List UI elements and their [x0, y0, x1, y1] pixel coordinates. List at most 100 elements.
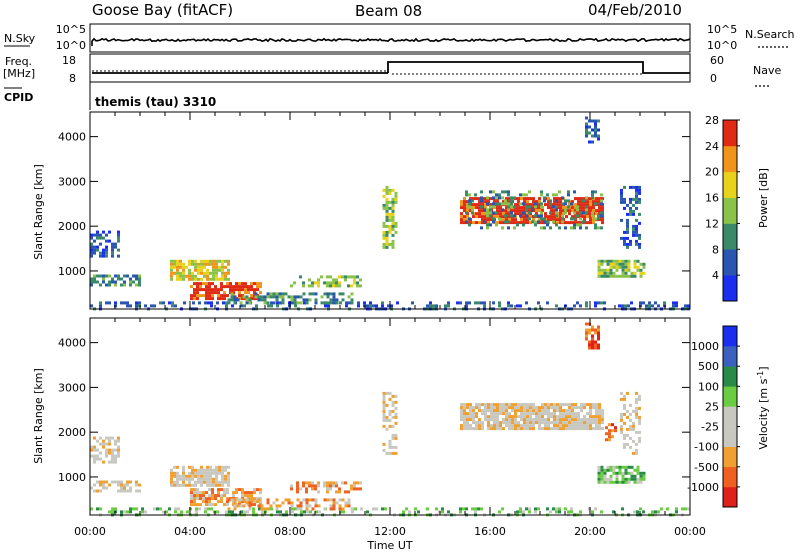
- heatmap-cell: [132, 280, 135, 284]
- heatmap-cell: [466, 203, 469, 207]
- heatmap-cell: [549, 226, 552, 230]
- heatmap-cell: [227, 480, 230, 484]
- heatmap-cell: [603, 301, 606, 305]
- heatmap-cell: [463, 403, 466, 407]
- heatmap-cell: [206, 271, 209, 275]
- heatmap-cell: [632, 197, 635, 201]
- heatmap-cell: [332, 278, 335, 282]
- heatmap-cell: [630, 271, 634, 275]
- heatmap-cell: [511, 406, 514, 410]
- heatmap-cell: [559, 221, 562, 225]
- heatmap-cell: [105, 480, 108, 484]
- heatmap-cell: [600, 271, 604, 275]
- heatmap-cell: [221, 265, 224, 269]
- heatmap-cell: [117, 236, 120, 240]
- heatmap-cell: [108, 274, 111, 278]
- heatmap-cell: [191, 274, 194, 278]
- heatmap-cell: [609, 474, 613, 478]
- colorbar-segment: [723, 120, 737, 147]
- heatmap-cell: [612, 480, 616, 484]
- heatmap-cell: [559, 197, 562, 201]
- heatmap-cell: [227, 474, 230, 478]
- colorbar-frame: [722, 325, 738, 508]
- heatmap-cell: [258, 507, 261, 511]
- heatmap-cell: [197, 471, 200, 475]
- heatmap-cell: [138, 280, 141, 284]
- heatmap-cell: [519, 304, 522, 308]
- heatmap-cell: [565, 418, 568, 422]
- heatmap-cell: [487, 403, 490, 407]
- heatmap-cell: [191, 477, 194, 481]
- heatmap-cell: [466, 418, 469, 422]
- heatmap-cell: [519, 202, 522, 206]
- heatmap-cell: [126, 483, 129, 487]
- heatmap-cell: [209, 468, 212, 472]
- heatmap-cell: [580, 424, 583, 428]
- heatmap-cell: [123, 486, 126, 490]
- heatmap-cell: [391, 400, 395, 404]
- heatmap-cell: [632, 233, 635, 237]
- heatmap-cell: [585, 128, 588, 132]
- heatmap-cell: [123, 301, 126, 305]
- heatmap-cell: [496, 206, 499, 210]
- heatmap-cell: [514, 203, 517, 207]
- heatmap-cell: [326, 490, 329, 494]
- heatmap-cell: [605, 426, 608, 430]
- heatmap-cell: [426, 304, 429, 308]
- heatmap-cell: [595, 403, 598, 407]
- heatmap-cell: [391, 221, 395, 225]
- heatmap-cell: [586, 427, 589, 431]
- heatmap-cell: [603, 259, 607, 263]
- heatmap-cell: [598, 197, 601, 201]
- heatmap-cell: [429, 301, 432, 305]
- heatmap-cell: [621, 477, 625, 481]
- heatmap-cell: [523, 421, 526, 425]
- heatmap-cell: [505, 406, 508, 410]
- heatmap-cell: [601, 421, 604, 425]
- heatmap-cell: [556, 421, 559, 425]
- heatmap-cell: [226, 282, 229, 286]
- heatmap-cell: [556, 197, 559, 201]
- heatmap-cell: [520, 415, 523, 419]
- heatmap-cell: [559, 418, 562, 422]
- heatmap-cell: [329, 298, 333, 302]
- heatmap-cell: [559, 427, 562, 431]
- heatmap-cell: [188, 477, 191, 481]
- heatmap-cell: [176, 465, 179, 469]
- heatmap-cell: [490, 203, 493, 207]
- heatmap-cell: [221, 471, 224, 475]
- heatmap-cell: [520, 409, 523, 413]
- heatmap-cell: [385, 203, 389, 207]
- heatmap-cell: [508, 412, 511, 416]
- heatmap-cell: [586, 203, 589, 207]
- heatmap-cell: [543, 199, 546, 203]
- heatmap-cell: [460, 221, 463, 225]
- heatmap-cell: [490, 415, 493, 419]
- heatmap-cell: [582, 220, 585, 224]
- heatmap-cell: [481, 209, 484, 213]
- heatmap-cell: [220, 294, 223, 298]
- heatmap-cell: [138, 489, 141, 493]
- heatmap-cell: [597, 226, 600, 230]
- heatmap-cell: [579, 304, 582, 308]
- heatmap-cell: [638, 188, 641, 192]
- heatmap-cell: [606, 268, 610, 272]
- heatmap-cell: [556, 424, 559, 428]
- colorbar-segment: [723, 275, 737, 302]
- heatmap-cell: [350, 507, 354, 511]
- heatmap-cell: [595, 418, 598, 422]
- heatmap-cell: [468, 205, 471, 209]
- heatmap-cell: [332, 295, 336, 299]
- heatmap-cell: [385, 200, 389, 204]
- heatmap-cell: [388, 439, 392, 443]
- heatmap-cell: [305, 298, 309, 302]
- nsky-panel-frame: [89, 23, 691, 53]
- heatmap-cell: [532, 421, 535, 425]
- heatmap-cell: [538, 406, 541, 410]
- heatmap-cell: [588, 340, 591, 344]
- heatmap-cell: [244, 285, 247, 289]
- heatmap-cell: [156, 507, 159, 511]
- heatmap-cell: [227, 471, 230, 475]
- heatmap-cell: [465, 301, 468, 305]
- heatmap-cell: [299, 295, 303, 299]
